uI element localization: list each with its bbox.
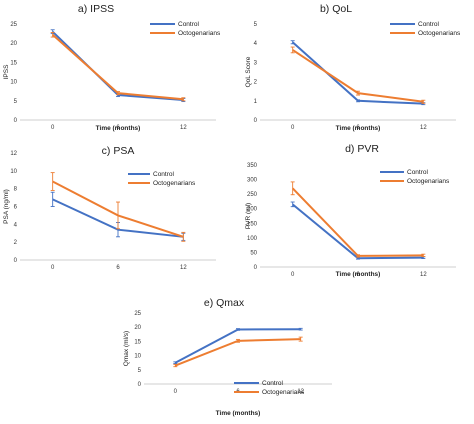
pvr-series-line-octogenarians [291, 187, 424, 257]
ipss-x-tick-label: 6 [116, 125, 120, 131]
psa-chart-title: c) PSA [102, 145, 135, 157]
qmax-legend-label-octogenarians: Octogenarians [262, 389, 305, 396]
psa-y-tick-label: 4 [14, 222, 18, 228]
psa-y-axis-title: PSA (ng/ml) [3, 189, 10, 224]
qol-x-tick-label: 0 [291, 125, 295, 131]
qmax-x-axis-title: Time (months) [216, 410, 261, 417]
psa-y-tick-label: 10 [10, 169, 17, 175]
pvr-y-tick-label: 250 [247, 192, 258, 198]
ipss-series-line-control [51, 30, 184, 102]
qol-y-tick-label: 2 [254, 80, 258, 86]
pvr-y-tick-label: 200 [247, 207, 258, 213]
psa-x-tick-label: 12 [180, 265, 187, 270]
pvr-legend-label-control: Control [407, 169, 429, 176]
qol-y-tick-label: 5 [254, 22, 258, 28]
qol-y-tick-label: 1 [254, 99, 258, 105]
qol-y-axis-title: QoL Score [245, 56, 252, 87]
ipss-y-tick-label: 0 [14, 118, 18, 124]
pvr-y-tick-label: 50 [250, 250, 257, 256]
qol-x-axis-title: Time (months) [336, 125, 381, 132]
ipss-y-tick-label: 5 [14, 99, 18, 105]
qol-legend-label-control: Control [418, 21, 440, 28]
pvr-series-line-control [292, 203, 424, 260]
pvr-y-tick-label: 300 [247, 178, 258, 184]
pvr-x-axis-title: Time (months) [336, 271, 381, 278]
psa-legend-label-octogenarians: Octogenarians [153, 180, 196, 187]
ipss-y-axis-title: IPSS [3, 64, 10, 79]
chart-ipss: a) IPSS 0 5 10 15 20 25 0 6 12 Time (months) IPSS Co… [3, 3, 221, 132]
qmax-y-tick-label: 5 [138, 368, 142, 374]
qmax-y-tick-label: 25 [134, 311, 141, 317]
psa-y-tick-label: 6 [14, 205, 18, 211]
ipss-y-tick-label: 20 [10, 41, 17, 47]
qmax-x-tick-label: 0 [174, 389, 178, 395]
psa-y-tick-label: 8 [14, 187, 18, 193]
pvr-x-tick-label: 6 [356, 272, 360, 278]
qmax-chart-title: e) Qmax [204, 297, 245, 309]
chart-pvr: d) PVR 0 50 100 150 200 250 300 350 0 6 12 Time (mon… [245, 143, 456, 278]
ipss-x-tick-label: 0 [51, 125, 55, 131]
qmax-x-tick-label: 12 [297, 389, 304, 395]
pvr-legend-label-octogenarians: Octogenarians [407, 178, 450, 185]
psa-x-tick-label: 0 [51, 265, 55, 270]
pvr-y-tick-label: 100 [247, 236, 258, 242]
pvr-y-axis-title: PVR (ml) [245, 203, 252, 229]
chart-psa: c) PSA 0 2 4 6 8 10 12 0 6 12 PSA (ng/ml) Control Oct… [3, 145, 216, 270]
ipss-series-line-octogenarians [52, 34, 184, 101]
pvr-x-tick-label: 12 [420, 272, 427, 278]
qmax-y-tick-label: 0 [138, 382, 142, 388]
ipss-legend-label-octogenarians: Octogenarians [178, 30, 221, 37]
ipss-y-tick-label: 15 [10, 60, 17, 66]
qol-x-tick-label: 12 [420, 125, 427, 131]
psa-legend-label-control: Control [153, 171, 175, 178]
ipss-x-tick-label: 12 [180, 125, 187, 131]
qol-y-tick-label: 4 [254, 41, 258, 47]
ipss-y-tick-label: 25 [10, 22, 17, 28]
ipss-legend-label-control: Control [178, 21, 200, 28]
ipss-x-axis-title: Time (months) [96, 125, 141, 132]
pvr-y-tick-label: 150 [247, 221, 258, 227]
psa-y-tick-label: 12 [10, 151, 17, 157]
psa-x-tick-label: 6 [116, 265, 120, 270]
ipss-y-tick-label: 10 [10, 80, 17, 86]
qol-x-tick-label: 6 [356, 125, 360, 131]
qmax-y-tick-label: 20 [134, 325, 141, 331]
pvr-y-tick-label: 350 [247, 163, 258, 169]
qol-legend-label-octogenarians: Octogenarians [418, 30, 461, 37]
qol-y-tick-label: 3 [254, 60, 258, 66]
qmax-legend-label-control: Control [262, 380, 284, 387]
psa-y-tick-label: 0 [14, 258, 18, 264]
pvr-y-tick-label: 0 [254, 265, 258, 271]
psa-y-tick-label: 2 [14, 240, 18, 246]
qmax-y-tick-label: 10 [134, 354, 141, 360]
qol-chart-title: b) QoL [320, 3, 352, 15]
qol-y-tick-label: 0 [254, 118, 258, 124]
qmax-y-axis-title: Qmax (ml/s) [123, 331, 130, 366]
chart-qmax: e) Qmax05101520250612Time (months)Qmax (… [123, 297, 332, 417]
pvr-x-tick-label: 0 [291, 272, 295, 278]
pvr-chart-title: d) PVR [345, 143, 379, 155]
qmax-y-tick-label: 15 [134, 339, 141, 345]
ipss-chart-title: a) IPSS [78, 3, 114, 15]
